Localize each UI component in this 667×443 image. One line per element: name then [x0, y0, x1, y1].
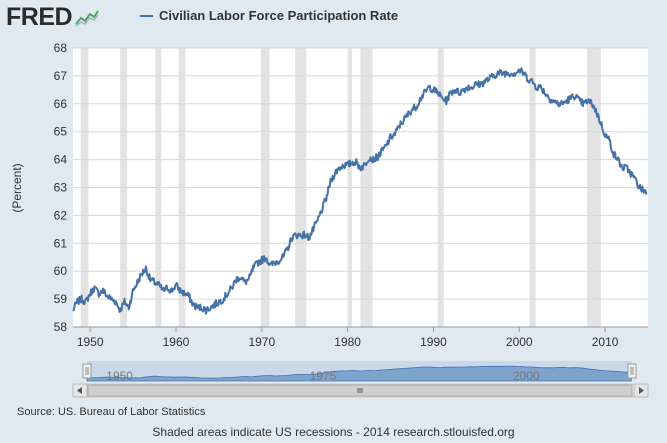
legend-swatch: [140, 14, 153, 17]
navigator-label: 1950: [106, 369, 133, 383]
x-tick-label: 2000: [506, 335, 533, 349]
y-tick-label: 68: [54, 41, 68, 55]
y-tick-label: 65: [54, 125, 68, 139]
x-tick-label: 1980: [334, 335, 361, 349]
footer-note: Shaded areas indicate US recessions - 20…: [152, 425, 515, 439]
navigator-left-handle[interactable]: [82, 363, 92, 379]
range-navigator[interactable]: 1950 1975 2000: [72, 361, 649, 398]
scroll-right-icon: [639, 387, 644, 394]
y-tick-label: 66: [54, 97, 68, 111]
x-tick-label: 1960: [163, 335, 190, 349]
y-tick-label: 64: [54, 153, 68, 167]
source-note: Source: US. Bureau of Labor Statistics: [17, 406, 206, 418]
x-axis: 1950 1960 1970 1980 1990 2000 2010: [73, 326, 648, 349]
series-layer: [72, 67, 648, 315]
navigator-label: 1975: [310, 369, 337, 383]
y-tick-label: 61: [54, 236, 68, 250]
navigator-label: 2000: [513, 369, 540, 383]
y-axis-label: (Percent): [10, 163, 24, 212]
x-tick-label: 1990: [420, 335, 447, 349]
x-tick-label: 2010: [592, 335, 619, 349]
scroll-left-icon: [77, 387, 82, 394]
y-tick-label: 60: [54, 264, 68, 278]
fred-logo-text: FRED: [6, 2, 73, 31]
y-axis: 58 59 60 61 62 63 64 65 66 67 68: [54, 41, 68, 334]
y-tick-label: 59: [54, 292, 68, 306]
y-tick-label: 67: [54, 69, 68, 83]
legend-series-label: Civilian Labor Force Participation Rate: [159, 8, 399, 23]
chart-trend-icon: [75, 9, 100, 27]
y-tick-label: 62: [54, 208, 68, 222]
x-tick-label: 1970: [248, 335, 275, 349]
series-line[interactable]: [72, 67, 648, 315]
navigator-right-handle[interactable]: [627, 363, 637, 379]
navigator-labels: 1950 1975 2000: [106, 369, 540, 383]
y-tick-label: 58: [54, 320, 68, 334]
y-tick-label: 63: [54, 181, 68, 195]
chart-legend[interactable]: Civilian Labor Force Participation Rate: [140, 8, 398, 23]
fred-logo[interactable]: FRED: [6, 2, 100, 32]
x-tick-label: 1950: [77, 335, 104, 349]
navigator-series-area: [86, 365, 632, 382]
